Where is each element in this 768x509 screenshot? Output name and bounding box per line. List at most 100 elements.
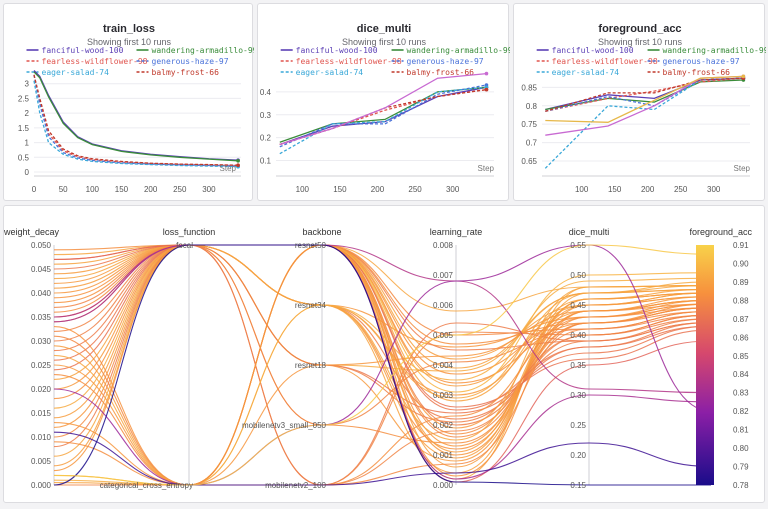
category-label[interactable]: mobilenetv3_small_050 (242, 421, 327, 430)
legend-item[interactable]: balmy-frost-66 (647, 68, 731, 77)
series-line[interactable] (545, 77, 744, 112)
chart-dice-multi: dice_multi Showing first 10 runs fancifu… (260, 23, 513, 194)
series-line[interactable] (544, 77, 744, 169)
x-tick-label: 250 (674, 185, 688, 194)
legend-item[interactable]: wandering-armadillo-99 (136, 46, 258, 55)
y-tick-label: 2 (25, 109, 30, 118)
legend-item[interactable]: fanciful-wood-100 (536, 46, 634, 55)
tick-label: 0.20 (570, 451, 586, 460)
series-line[interactable] (545, 77, 744, 111)
y-tick-label: 0.2 (260, 134, 272, 143)
series-line[interactable] (33, 74, 239, 166)
legend-item[interactable]: balmy-frost-66 (391, 68, 475, 77)
run-line[interactable] (53, 244, 712, 414)
legend-label: eager-salad-74 (42, 68, 110, 77)
run-line[interactable] (53, 244, 711, 486)
tick-label: 0.010 (31, 433, 52, 442)
x-tick-label: 50 (59, 185, 68, 194)
run-line[interactable] (53, 244, 712, 486)
tick-label: 0.82 (733, 407, 749, 416)
run-line[interactable] (53, 244, 712, 486)
chart-title: train_loss (103, 23, 155, 35)
panel-foreground-acc: foreground_acc Showing first 10 runs fan… (513, 3, 768, 201)
parallel-coordinates-chart: weight_decay 0.000 0.005 0.010 0.015 0.020 0.0… (3, 227, 752, 490)
tick-label: 0.81 (733, 426, 749, 435)
run-line[interactable] (53, 285, 712, 486)
tick-label: 0.83 (733, 389, 749, 398)
axis-title: foreground_acc (689, 227, 752, 237)
axis-title: weight_decay (4, 227, 60, 237)
series-line[interactable] (279, 72, 487, 146)
legend-item[interactable]: wandering-armadillo-99 (647, 46, 768, 55)
tick-label: 0.91 (733, 241, 749, 250)
run-line[interactable] (53, 307, 712, 486)
legend-item[interactable]: fearless-wildflower-98 (26, 57, 148, 66)
run-line[interactable] (53, 244, 712, 462)
tick-label: 0.86 (733, 333, 749, 342)
legend-item[interactable]: generous-haze-97 (136, 57, 229, 66)
legend: fanciful-wood-100 wandering-armadillo-99 f… (280, 46, 513, 77)
run-line[interactable] (53, 431, 712, 486)
y-tick-label: 0.7 (526, 139, 538, 148)
legend: fanciful-wood-100 wandering-armadillo-99 f… (536, 46, 768, 77)
category-label[interactable]: resnet50 (295, 241, 327, 250)
series-line[interactable] (33, 80, 239, 168)
tick-label: 0.002 (433, 421, 454, 430)
tick-label: 0.045 (31, 265, 52, 274)
legend-item[interactable]: eager-salad-74 (536, 68, 620, 77)
x-tick-label: 300 (202, 185, 216, 194)
series-endpoint (484, 87, 489, 92)
chart-subtitle: Showing first 10 runs (87, 37, 172, 47)
category-label[interactable]: focal (176, 241, 193, 250)
series-line[interactable] (545, 75, 744, 123)
tick-label: 0.50 (570, 271, 586, 280)
legend-item[interactable]: generous-haze-97 (647, 57, 740, 66)
legend-item[interactable]: balmy-frost-66 (136, 68, 220, 77)
series-line[interactable] (279, 86, 487, 143)
series-line[interactable] (545, 77, 744, 112)
series-line[interactable] (545, 77, 744, 112)
tick-label: 0.008 (433, 241, 454, 250)
tick-label: 0.89 (733, 278, 749, 287)
series-endpoint (236, 159, 240, 163)
y-tick-label: 0 (25, 168, 30, 177)
legend-item[interactable]: fearless-wildflower-98 (536, 57, 658, 66)
run-line[interactable] (53, 244, 712, 468)
tick-label: 0.003 (433, 391, 454, 400)
y-tick-label: 0.85 (521, 83, 537, 92)
legend-item[interactable]: fearless-wildflower-98 (280, 57, 402, 66)
legend-item[interactable]: fanciful-wood-100 (280, 46, 378, 55)
category-label[interactable]: mobilenetv2_100 (265, 481, 326, 490)
y-tick-label: 0.4 (260, 88, 272, 97)
category-label[interactable]: categorical_cross_entropy (100, 481, 193, 490)
series-line[interactable] (279, 86, 487, 155)
panel-dice-multi: dice_multi Showing first 10 runs fancifu… (257, 3, 513, 201)
tick-label: 0.007 (433, 271, 454, 280)
run-line[interactable] (53, 299, 712, 486)
series-line[interactable] (279, 84, 487, 148)
run-line[interactable] (53, 244, 712, 408)
y-tick-label: 0.1 (260, 157, 272, 166)
tick-label: 0.87 (733, 315, 749, 324)
tick-label: 0.035 (31, 313, 52, 322)
legend-item[interactable]: eager-salad-74 (280, 68, 364, 77)
category-label[interactable]: resnet34 (295, 301, 327, 310)
legend-label: fanciful-wood-100 (296, 46, 378, 55)
tick-label: 0.030 (31, 337, 52, 346)
legend-item[interactable]: wandering-armadillo-99 (391, 46, 513, 55)
legend-item[interactable]: eager-salad-74 (26, 68, 110, 77)
category-label[interactable]: resnet18 (295, 361, 327, 370)
legend-item[interactable]: generous-haze-97 (391, 57, 484, 66)
series-line[interactable] (33, 74, 239, 167)
tick-label: 0.15 (570, 481, 586, 490)
x-tick-label: 150 (333, 185, 347, 194)
axis-title: learning_rate (430, 227, 483, 237)
tick-label: 0.040 (31, 289, 52, 298)
chart-subtitle: Showing first 10 runs (342, 37, 427, 47)
legend-item[interactable]: fanciful-wood-100 (26, 46, 124, 55)
legend-label: wandering-armadillo-99 (663, 46, 766, 55)
series-line[interactable] (279, 86, 487, 146)
x-tick-label: 250 (408, 185, 422, 194)
series-line[interactable] (33, 71, 239, 162)
legend: fanciful-wood-100 wandering-armadillo-99 f… (26, 46, 258, 77)
